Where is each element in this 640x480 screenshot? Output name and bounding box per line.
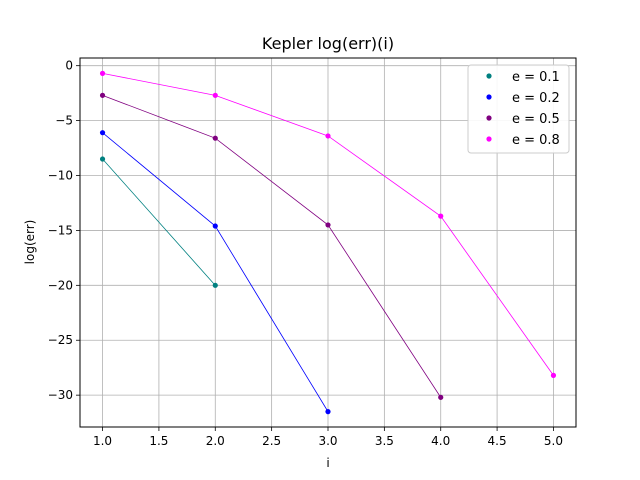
legend-marker: [486, 73, 492, 79]
legend-label: e = 0.8: [512, 133, 560, 148]
x-tick-label: 2.5: [262, 434, 281, 448]
y-axis-ticks: 0 −5 −10 −15 −20 −25 −30: [48, 59, 80, 402]
x-tick-label: 3.5: [375, 434, 394, 448]
y-tick-label: −25: [48, 333, 73, 347]
x-axis-label: i: [326, 456, 329, 470]
legend-label: e = 0.1: [512, 70, 560, 85]
data-point: [212, 92, 218, 98]
legend-box: [467, 64, 570, 154]
y-tick-label: −15: [48, 223, 73, 237]
legend: e = 0.1 e = 0.2 e = 0.5 e = 0.8: [467, 64, 570, 154]
data-point: [325, 222, 331, 228]
chart-title: Kepler log(err)(i): [262, 34, 394, 53]
data-point: [325, 133, 331, 139]
x-tick-label: 1.0: [93, 434, 112, 448]
legend-marker: [486, 94, 492, 100]
x-tick-label: 4.0: [431, 434, 450, 448]
data-point: [325, 409, 331, 415]
data-point: [212, 223, 218, 229]
legend-label: e = 0.2: [512, 91, 560, 106]
legend-label: e = 0.5: [512, 112, 560, 127]
data-point: [99, 130, 106, 136]
data-point: [99, 92, 106, 98]
legend-marker: [486, 136, 492, 142]
x-axis-ticks: 1.0 1.5 2.0 2.5 3.0 3.5 4.0 4.5 5.0: [93, 427, 563, 448]
y-tick-label: −5: [55, 114, 73, 128]
x-tick-label: 5.0: [544, 434, 563, 448]
series-line-0: [102, 158, 216, 286]
y-tick-label: 0: [65, 59, 73, 73]
x-tick-label: 4.5: [488, 434, 507, 448]
x-tick-label: 1.5: [149, 434, 168, 448]
data-point: [99, 70, 106, 76]
x-tick-label: 3.0: [318, 434, 337, 448]
data-point: [438, 213, 444, 219]
y-tick-label: −30: [48, 388, 73, 402]
series-points: [99, 70, 557, 415]
data-point: [438, 394, 444, 400]
data-point: [550, 372, 557, 378]
y-tick-label: −10: [48, 169, 73, 183]
y-axis-label: log(err): [23, 220, 37, 265]
series-line-2: [102, 94, 442, 398]
data-point: [99, 156, 106, 162]
y-tick-label: −20: [48, 278, 73, 292]
x-tick-label: 2.0: [206, 434, 225, 448]
data-point: [212, 135, 218, 141]
data-point: [212, 282, 218, 288]
legend-marker: [486, 115, 492, 121]
